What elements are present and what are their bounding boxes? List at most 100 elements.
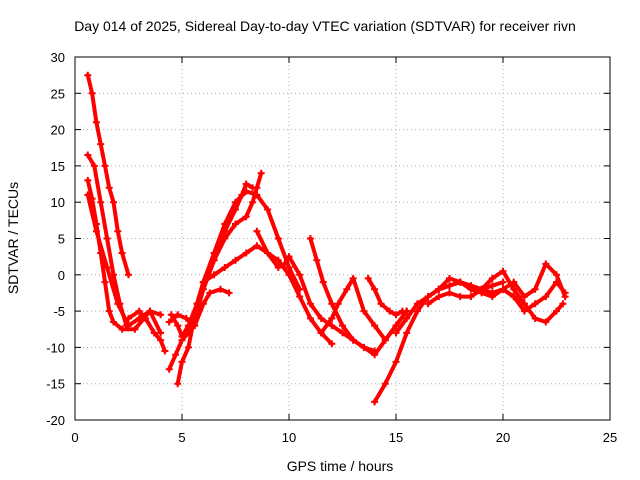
y-tick-label: 30 <box>51 50 65 65</box>
data-point <box>103 264 111 271</box>
data-point <box>467 285 475 293</box>
data-point <box>328 340 336 348</box>
data-point <box>92 118 100 126</box>
data-point <box>488 274 496 282</box>
data-point <box>531 314 539 322</box>
data-point <box>510 278 518 286</box>
data-point <box>381 380 389 388</box>
data-point <box>274 235 282 242</box>
data-point <box>174 311 182 319</box>
data-point <box>242 213 250 221</box>
data-point <box>542 318 550 326</box>
data-point <box>317 329 325 337</box>
data-point <box>101 278 109 286</box>
series-track-9 <box>165 285 233 330</box>
data-point <box>561 289 569 297</box>
data-point <box>296 293 304 301</box>
data-point <box>161 347 169 355</box>
data-point <box>191 322 199 330</box>
data-point <box>210 271 218 279</box>
data-point <box>542 260 550 268</box>
data-point <box>225 289 233 297</box>
data-point <box>157 336 165 344</box>
data-point <box>172 351 180 359</box>
series-line <box>366 276 405 317</box>
series-track-5 <box>125 307 169 355</box>
data-point <box>446 289 453 297</box>
data-point <box>478 289 486 297</box>
data-point <box>467 293 475 301</box>
x-tick-label: 0 <box>71 430 78 445</box>
data-point <box>131 325 139 333</box>
series-track-14 <box>364 274 406 319</box>
data-point <box>150 329 158 337</box>
data-point <box>264 206 272 213</box>
data-point <box>413 307 421 315</box>
data-point <box>92 227 100 235</box>
data-point <box>520 293 528 301</box>
data-point <box>165 365 173 373</box>
data-point <box>510 285 518 293</box>
data-point <box>553 307 560 315</box>
series-track-15 <box>371 278 528 406</box>
data-point <box>105 307 113 315</box>
x-tick-label: 20 <box>496 430 510 445</box>
data-point <box>553 278 560 286</box>
series-line <box>85 73 131 277</box>
series-track-13 <box>317 274 411 344</box>
data-point <box>84 191 92 199</box>
data-point <box>319 278 327 286</box>
data-point <box>84 151 92 159</box>
y-tick-label: -10 <box>46 340 65 355</box>
x-tick-label: 10 <box>282 430 296 445</box>
data-point <box>103 235 111 242</box>
y-tick-label: 0 <box>58 268 65 283</box>
data-point <box>97 198 105 206</box>
data-point <box>531 285 539 293</box>
data-point <box>274 264 282 271</box>
data-point <box>360 343 368 351</box>
data-point <box>392 358 400 366</box>
data-point <box>110 198 117 206</box>
data-point <box>371 398 379 406</box>
y-tick-label: 10 <box>51 195 65 210</box>
series-line <box>85 192 163 328</box>
data-point <box>118 249 126 257</box>
data-point <box>157 329 165 337</box>
data-point <box>101 162 109 170</box>
data-point <box>110 318 117 326</box>
x-tick-label: 15 <box>389 430 403 445</box>
plot-area <box>84 71 569 406</box>
data-point <box>435 293 443 301</box>
data-point <box>456 278 464 286</box>
data-point <box>339 329 346 337</box>
data-point <box>349 336 357 344</box>
x-axis: 0 5 10 15 20 25 <box>71 57 617 445</box>
data-point <box>371 285 379 293</box>
data-point <box>360 307 368 315</box>
y-tick-label: -5 <box>53 304 65 319</box>
data-point <box>114 300 122 308</box>
data-point <box>165 318 173 326</box>
series-line <box>372 280 527 404</box>
data-point <box>392 329 400 337</box>
data-point <box>392 322 400 330</box>
data-point <box>253 242 261 250</box>
y-tick-label: -20 <box>46 413 65 428</box>
data-point <box>142 314 150 322</box>
data-point <box>135 307 143 315</box>
data-point <box>413 300 421 308</box>
data-point <box>398 307 406 315</box>
data-point <box>125 322 132 330</box>
data-point <box>456 293 464 301</box>
data-point <box>206 289 214 297</box>
data-point <box>118 325 126 333</box>
data-point <box>381 336 389 344</box>
data-point <box>125 271 132 279</box>
series-track-6 <box>165 169 265 373</box>
data-point <box>232 256 239 264</box>
data-point <box>114 227 122 235</box>
data-point <box>499 285 507 293</box>
data-point <box>178 333 186 340</box>
data-point <box>364 274 372 282</box>
